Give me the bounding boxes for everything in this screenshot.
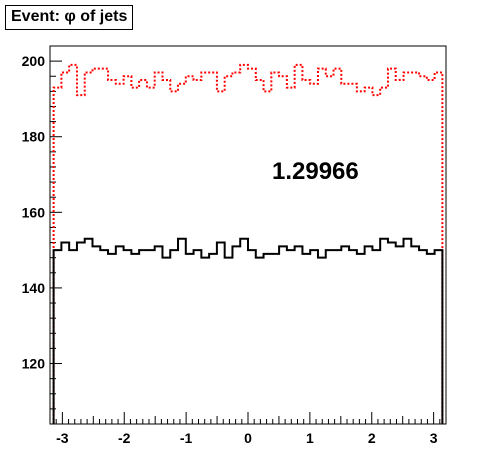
y-tick-label: 120 (22, 356, 46, 372)
histogram-series (52, 63, 444, 424)
x-axis-ticks: -3 -2 -1 0 1 2 3 (49, 412, 447, 446)
x-tick-label: -2 (118, 430, 131, 446)
y-tick-label: 200 (22, 53, 46, 69)
x-tick-label: -1 (180, 430, 193, 446)
x-tick-label: 0 (244, 430, 252, 446)
annotation-value: 1.29966 (272, 158, 359, 185)
x-tick-label: 1 (306, 430, 314, 446)
chart-title: Event: φ of jets (5, 5, 134, 30)
x-tick-label: -3 (56, 430, 69, 446)
black-solid-histogram (52, 237, 444, 424)
y-tick-label: 180 (22, 129, 46, 145)
y-tick-label: 140 (22, 280, 46, 296)
plot-frame (49, 45, 447, 425)
x-tick-label: 2 (368, 430, 376, 446)
y-tick-label: 160 (22, 204, 46, 220)
x-tick-label: 3 (430, 430, 438, 446)
